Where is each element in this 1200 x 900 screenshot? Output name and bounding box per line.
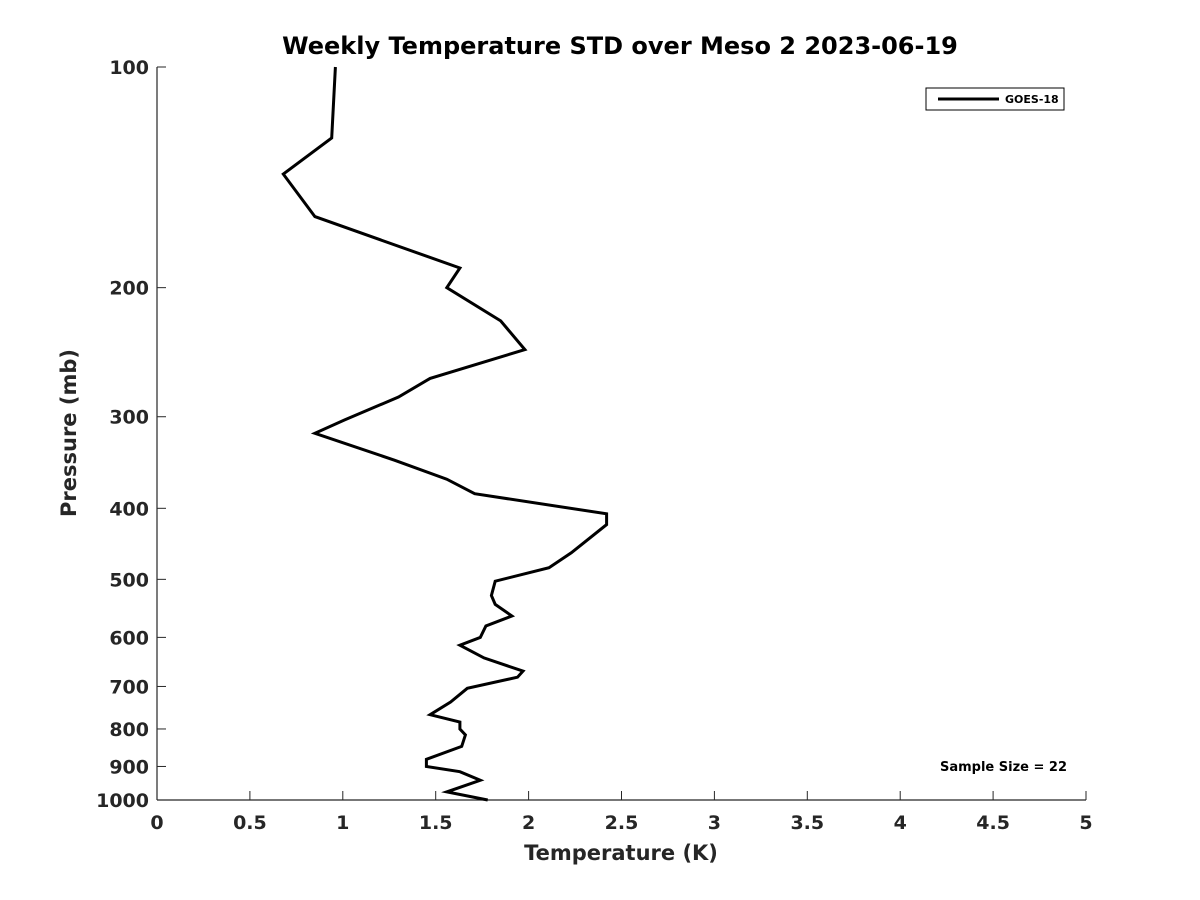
legend: GOES-18 [925, 87, 1065, 111]
y-tick-label: 700 [109, 676, 149, 698]
y-tick-label: 800 [109, 719, 149, 741]
x-tick-label: 1 [336, 812, 349, 834]
legend-label: GOES-18 [1005, 93, 1059, 106]
y-tick-label: 900 [109, 756, 149, 778]
x-axis-ticks: 0 0.5 1 1.5 2 2.5 3 3.5 4 4.5 5 [150, 791, 1093, 834]
x-axis-label: Temperature (K) [524, 841, 718, 865]
sample-size-annotation: Sample Size = 22 [940, 760, 1067, 775]
y-tick-label: 500 [109, 569, 149, 591]
y-tick-label: 1000 [96, 790, 149, 812]
plot-axes [156, 67, 1086, 801]
y-tick-label: 100 [109, 57, 149, 79]
x-tick-label: 2.5 [605, 812, 639, 834]
x-tick-label: 3 [708, 812, 721, 834]
y-tick-label: 200 [109, 278, 149, 300]
x-tick-label: 3.5 [790, 812, 824, 834]
x-tick-label: 4 [894, 812, 907, 834]
x-tick-label: 0 [150, 812, 163, 834]
chart-title: Weekly Temperature STD over Meso 2 2023-… [282, 32, 958, 60]
y-axis-label: Pressure (mb) [57, 349, 81, 517]
x-tick-label: 2 [522, 812, 535, 834]
y-tick-label: 600 [109, 627, 149, 649]
series-line-goes-18 [281, 66, 609, 802]
x-tick-label: 4.5 [976, 812, 1010, 834]
series-layer [281, 66, 609, 802]
y-tick-label: 400 [109, 498, 149, 520]
y-tick-label: 300 [109, 407, 149, 429]
x-tick-label: 1.5 [419, 812, 453, 834]
x-tick-label: 0.5 [233, 812, 267, 834]
x-tick-label: 5 [1079, 812, 1092, 834]
y-axis-ticks: 100 200 300 400 500 600 700 800 900 1000 [96, 57, 166, 812]
